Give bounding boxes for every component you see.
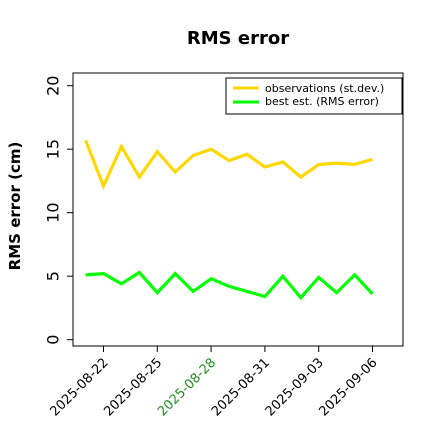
y-tick-label: 10 [44, 202, 63, 222]
chart-title: RMS error [187, 28, 289, 49]
y-tick-label: 15 [44, 139, 63, 159]
y-axis-label: RMS error (cm) [6, 142, 24, 271]
y-tick-label: 0 [44, 335, 63, 345]
series-layer [84, 139, 374, 301]
series-line-observations [84, 139, 373, 191]
legend: observations (st.dev.) best est. (RMS er… [225, 77, 403, 115]
x-tick-label: 2025-09-06 [317, 355, 381, 419]
axis-ticks: 051015202025-08-222025-08-252025-08-2820… [44, 76, 381, 420]
series-line-best-estimate [85, 270, 374, 301]
legend-box [225, 77, 403, 115]
y-tick-label: 20 [44, 76, 63, 96]
legend-label-observations: observations (st.dev.) [265, 82, 384, 95]
legend-label-best-estimate: best est. (RMS error) [265, 95, 379, 108]
y-tick-label: 5 [44, 271, 63, 281]
plot-frame [72, 72, 404, 347]
